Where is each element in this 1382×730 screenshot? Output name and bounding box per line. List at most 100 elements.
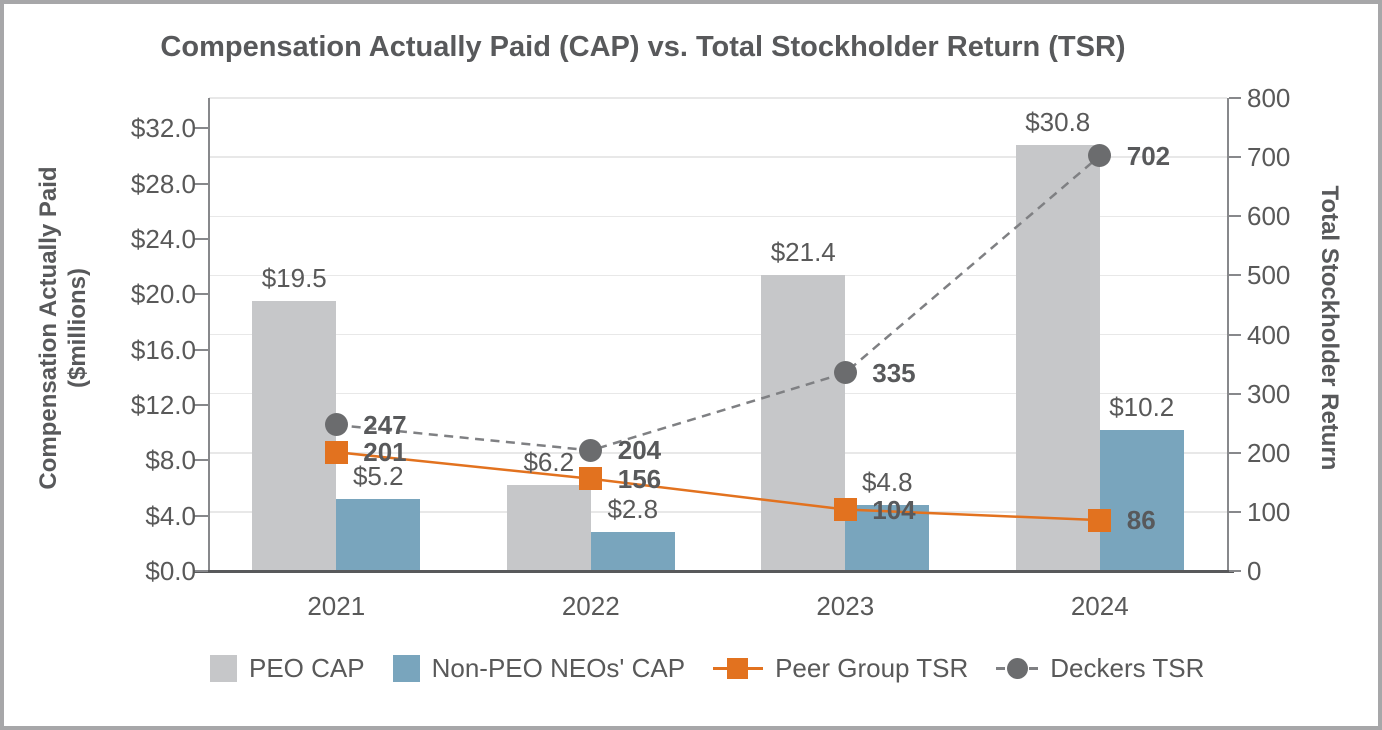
cap-value-label: $19.5 xyxy=(261,263,327,294)
right-axis-tick-label: 700 xyxy=(1247,142,1291,173)
right-axis-tick xyxy=(1229,156,1241,159)
left-axis-tick xyxy=(194,127,208,130)
x-axis-label: 2021 xyxy=(307,591,366,621)
deckers-tsr-marker xyxy=(579,438,603,462)
x-axis-line xyxy=(194,569,1234,573)
left-axis-title-line1: Compensation Actually Paid xyxy=(35,166,62,490)
left-axis-tick xyxy=(194,238,208,241)
right-axis-tick xyxy=(1229,274,1241,277)
left-axis-tick-label: $24.0 xyxy=(130,224,196,255)
right-axis-tick xyxy=(1229,333,1241,336)
tsr-value-label: 247 xyxy=(363,409,407,440)
left-axis-tick-label: $20.0 xyxy=(130,279,196,310)
tsr-value-label: 86 xyxy=(1126,505,1156,536)
gridline xyxy=(209,452,1227,454)
legend-item: Deckers TSR xyxy=(996,653,1204,684)
bar-peo-cap xyxy=(506,485,591,571)
tsr-value-label: 201 xyxy=(363,437,407,468)
cap-value-label: $21.4 xyxy=(770,237,836,268)
legend-swatch-peo-cap xyxy=(210,654,237,682)
line-peer-group-tsr xyxy=(336,450,1100,522)
bar-non-peo-cap xyxy=(336,499,421,571)
chart-title: Compensation Actually Paid (CAP) vs. Tot… xyxy=(160,31,1126,63)
right-axis-tick-label: 600 xyxy=(1247,201,1291,232)
right-axis-tick-label: 800 xyxy=(1247,83,1291,113)
legend-label: Peer Group TSR xyxy=(775,652,969,683)
bar-non-peo-cap xyxy=(1099,429,1184,571)
left-axis-title: Compensation Actually Paid ($millions) xyxy=(35,78,93,578)
peer-group-tsr-marker xyxy=(1088,508,1112,532)
right-axis-tick-label: 300 xyxy=(1247,378,1291,409)
tsr-value-label: 702 xyxy=(1126,140,1171,171)
legend-key-peer-group-tsr xyxy=(713,657,764,680)
left-axis-tick xyxy=(194,459,208,462)
left-axis-tick-label: $12.0 xyxy=(130,390,196,421)
right-axis-tick xyxy=(1229,510,1241,513)
right-axis-tick xyxy=(1229,570,1241,572)
right-axis-tick xyxy=(1229,392,1241,395)
legend-label: PEO CAP xyxy=(249,652,365,683)
legend-label: Deckers TSR xyxy=(1050,652,1205,683)
deckers-tsr-marker xyxy=(324,413,348,437)
legend-item: Peer Group TSR xyxy=(713,653,968,684)
right-axis-tick-label: 100 xyxy=(1247,496,1291,527)
left-axis-tick xyxy=(194,348,208,351)
cap-value-label: $10.2 xyxy=(1109,391,1175,422)
right-axis-tick xyxy=(1229,97,1241,99)
x-axis-label: 2023 xyxy=(816,591,875,621)
line-deckers-tsr xyxy=(336,154,1101,452)
right-axis-tick-label: 0 xyxy=(1247,556,1262,586)
peer-group-tsr-marker xyxy=(579,467,603,491)
right-axis-line xyxy=(1227,98,1229,571)
right-axis-tick xyxy=(1229,215,1241,218)
bar-peo-cap xyxy=(252,301,337,571)
legend-swatch-non-peo-cap xyxy=(392,654,420,682)
legend-dash-left xyxy=(996,666,1006,670)
gridline xyxy=(209,274,1227,277)
cap-value-label: $4.8 xyxy=(861,466,913,497)
left-axis-tick xyxy=(194,293,208,296)
legend-square-marker xyxy=(727,657,749,679)
left-axis-tick xyxy=(194,182,208,185)
legend-circle-marker xyxy=(1007,657,1029,679)
right-axis-tick-label: 200 xyxy=(1247,437,1291,468)
left-axis-title-line2: ($millions) xyxy=(63,268,91,389)
deckers-tsr-marker xyxy=(1088,144,1112,168)
tsr-value-label: 104 xyxy=(872,494,916,525)
left-axis-tick xyxy=(194,514,208,517)
deckers-tsr-marker xyxy=(833,361,857,385)
legend-dash-right xyxy=(1029,666,1039,670)
bar-non-peo-cap xyxy=(590,532,675,571)
peer-group-tsr-marker xyxy=(833,498,857,521)
tsr-lines xyxy=(336,154,1101,522)
cap-value-label: $6.2 xyxy=(523,447,575,478)
bar-non-peo-cap xyxy=(845,504,930,571)
tsr-value-label: 204 xyxy=(617,435,662,466)
cap-value-label: $5.2 xyxy=(352,461,404,492)
gridline xyxy=(209,511,1227,513)
x-axis-label: 2022 xyxy=(561,591,620,621)
gridline xyxy=(209,215,1227,217)
gridline xyxy=(209,97,1227,99)
right-axis-tick xyxy=(1229,451,1241,454)
left-axis-tick xyxy=(194,570,208,572)
cap-value-label: $30.8 xyxy=(1025,107,1091,138)
left-axis-tick-label: $32.0 xyxy=(130,113,196,144)
tsr-value-label: 335 xyxy=(872,357,916,388)
legend-item: PEO CAP xyxy=(210,653,365,684)
legend: PEO CAP Non-PEO NEOs' CAP Peer Group TSR De… xyxy=(210,650,1204,686)
gridline xyxy=(209,333,1227,336)
peer-group-tsr-marker xyxy=(324,440,348,464)
left-axis-tick-label: $8.0 xyxy=(145,445,196,476)
right-axis-tick-label: 400 xyxy=(1247,319,1291,350)
left-axis-tick-label: $0.0 xyxy=(145,556,196,586)
gridline xyxy=(209,392,1227,395)
plot-area: 201 156 104 86 247 204 335 702 $19.5 $6.2 $21.4 $30… xyxy=(209,97,1227,571)
left-axis-tick-label: $16.0 xyxy=(130,334,196,365)
legend-key-deckers-tsr xyxy=(996,657,1039,680)
legend-label: Non-PEO NEOs' CAP xyxy=(431,652,686,683)
legend-item: Non-PEO NEOs' CAP xyxy=(392,652,686,684)
x-axis-label: 2024 xyxy=(1070,591,1129,621)
right-axis-tick-label: 500 xyxy=(1247,260,1291,291)
